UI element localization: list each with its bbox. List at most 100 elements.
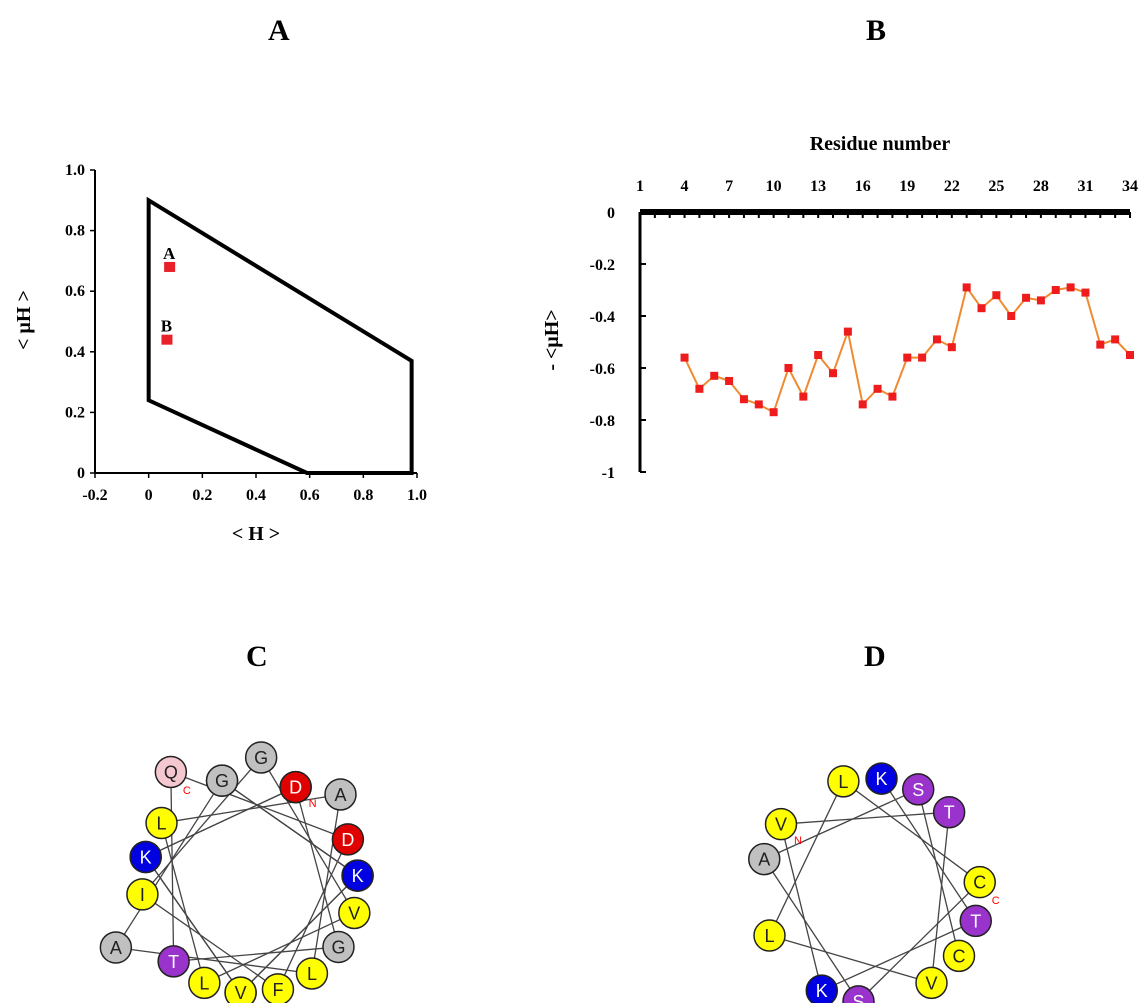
chart-a-y-tick-label: 1.0 (65, 162, 85, 179)
chart-b-x-tick-label: 28 (1033, 178, 1049, 195)
wheelC-n-terminal: N (309, 798, 317, 810)
wheelD-connection (780, 811, 950, 825)
chart-b-point (932, 335, 941, 344)
wheelD-connection (821, 920, 977, 992)
wheelD-residue-circle (932, 795, 966, 829)
chart-b-x-tick-label: 10 (766, 178, 782, 195)
wheelC-residue-letter: D (341, 830, 354, 850)
chart-b-point (918, 353, 927, 362)
wheelC-residue-circle (205, 764, 239, 797)
wheelC-connection (145, 786, 296, 858)
wheelC-residue-letter: Q (164, 762, 178, 782)
chart-b-point (1066, 283, 1075, 292)
chart-a-x-tick-label: 0 (145, 487, 153, 504)
chart-a-x-tick-label: 0.2 (192, 487, 212, 504)
wheelC-residue-circle (157, 945, 190, 978)
chart-b-point (1126, 351, 1134, 359)
wheelC-residue-circle (324, 778, 357, 811)
chart-a-y-tick-label: 0.8 (65, 223, 85, 240)
chart-b-axes (638, 209, 1130, 472)
wheelD-residue-letter: L (765, 926, 775, 946)
wheelC-residue-circle (341, 859, 374, 892)
wheelC-residue-letter: L (307, 964, 317, 984)
chart-b-point (1036, 296, 1045, 305)
wheelC-residue-circle (244, 741, 278, 774)
chart-a-y-tick-label: 0.6 (65, 283, 85, 300)
chart-b-point (977, 304, 986, 313)
chart-b-point (754, 400, 763, 409)
chart-b-point (992, 291, 1001, 300)
chart-b-point (888, 392, 897, 401)
chart-b-point (947, 343, 956, 352)
wheelD-residue-letter: C (973, 873, 986, 893)
chart-b-point (962, 283, 971, 292)
wheelC-residue-letter: G (331, 937, 345, 957)
wheelC-residue-circle (322, 930, 355, 964)
chart-b-x-axis-label: Residue number (810, 133, 951, 155)
chart-a-points: AB (161, 244, 176, 345)
wheelD-c-terminal: C (992, 895, 1000, 907)
chart-a-y-tick-label: 0 (77, 465, 85, 482)
wheelC-residue-circle (99, 931, 133, 964)
wheelC-residue-letter: I (140, 885, 145, 905)
wheelD-residue-letter: A (758, 850, 770, 870)
wheelC-residue-letter: A (335, 785, 347, 805)
wheelC-residue-letter: L (199, 973, 209, 993)
wheelD-residue-circle (805, 974, 839, 1003)
wheelC-residue-circle (145, 806, 178, 840)
wheelC-connection (160, 822, 205, 984)
wheelD-residue-circle (963, 865, 996, 899)
chart-b-point (814, 351, 823, 359)
wheelC-residue-circle (279, 770, 312, 804)
chart-b-point (710, 371, 719, 380)
wheelC-residue-letter: K (352, 866, 364, 886)
wheelD-residue-circle (753, 919, 786, 952)
panel-label-b: B (866, 14, 887, 47)
chart-b-x-tick-label: 34 (1122, 178, 1138, 195)
chart-b-point (799, 392, 808, 401)
wheelD-residue-circle (748, 842, 781, 876)
chart-b-point (1007, 312, 1016, 320)
wheelC-residue-circle (295, 957, 329, 990)
wheelD-residue-letter: S (852, 992, 864, 1003)
wheelD-connection (880, 778, 977, 922)
wheelD-residue-circle (842, 985, 875, 1003)
wheelC-residue-circle (224, 976, 257, 1003)
chart-a-point-b (161, 334, 173, 345)
chart-b-x-tick-label: 31 (1077, 178, 1093, 195)
wheel-c-connections (115, 757, 359, 994)
wheelC-residue-circle (126, 878, 159, 911)
chart-b-point (680, 353, 689, 362)
wheelC-residue-letter: V (235, 983, 247, 1003)
chart-a-x-tick-label: 1.0 (407, 487, 427, 504)
chart-b-x-tick-label: 1 (636, 178, 644, 195)
wheelC-residue-letter: A (110, 938, 122, 958)
wheel-d-terminals: NC (794, 835, 1000, 907)
chart-b-y-tick-label: -1 (602, 465, 615, 482)
wheelC-connection (170, 771, 175, 962)
wheelC-connection (204, 912, 355, 984)
chart-b-x-tick-label: 7 (725, 178, 733, 195)
chart-a-y-tick-label: 0.2 (65, 404, 85, 421)
panel-label-a: A (268, 14, 290, 47)
wheelD-residue-circle (901, 773, 935, 806)
wheelC-connection (277, 839, 349, 990)
chart-a-point-a (164, 261, 176, 272)
wheelD-residue-circle (827, 765, 860, 798)
chart-b-point (725, 377, 734, 385)
chart-a-point-label: A (163, 244, 176, 263)
chart-b-x-tick-label: 4 (681, 178, 689, 195)
chart-b-point (1111, 335, 1120, 344)
wheelC-connection (142, 893, 279, 990)
wheelC-residue-letter: D (289, 778, 302, 798)
wheelD-connection (780, 824, 823, 991)
wheelC-residue-circle (129, 840, 162, 874)
wheelD-connection (763, 788, 919, 860)
panel-label-c: C (246, 640, 268, 673)
wheelC-connection (141, 757, 262, 895)
wheelD-residue-letter: L (838, 772, 848, 792)
chart-a-point-label: B (161, 317, 172, 336)
wheelD-connection (930, 812, 950, 983)
